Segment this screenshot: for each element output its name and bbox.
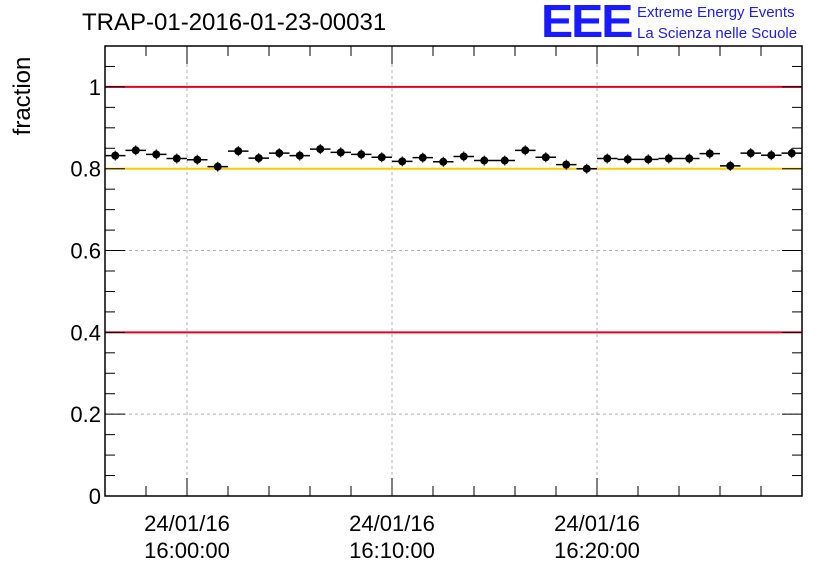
data-point	[412, 152, 433, 163]
axis-labels: 00.20.40.60.8124/01/1616:00:0024/01/1616…	[70, 75, 639, 563]
data-points	[105, 144, 802, 174]
data-point-marker	[603, 154, 612, 163]
data-point-marker	[193, 155, 202, 164]
data-point	[617, 154, 638, 165]
data-point	[207, 161, 228, 172]
data-point-marker	[582, 164, 591, 173]
data-point-marker	[111, 151, 120, 160]
y-tick-label: 0	[89, 484, 101, 509]
data-point	[330, 147, 351, 158]
data-point	[638, 154, 659, 165]
data-point-marker	[746, 149, 755, 158]
data-point-marker	[685, 154, 694, 163]
data-point	[310, 144, 331, 155]
data-point-marker	[398, 157, 407, 166]
data-point	[679, 153, 700, 164]
data-point-marker	[664, 154, 673, 163]
logo-tagline-2: La Scienza nelle Scuole	[637, 25, 798, 42]
data-point	[535, 152, 556, 163]
chart-title: TRAP-01-2016-01-23-00031	[82, 9, 387, 36]
data-point	[392, 156, 413, 167]
data-point-marker	[459, 152, 468, 161]
data-point	[146, 149, 167, 160]
y-tick-label: 0.2	[70, 402, 101, 427]
x-tick-label-time: 16:20:00	[554, 538, 640, 563]
data-point-marker	[377, 153, 386, 162]
data-point	[781, 148, 802, 159]
data-point	[371, 152, 392, 163]
axis-ticks	[104, 45, 803, 497]
y-axis-label: fraction	[9, 57, 36, 136]
data-point	[453, 151, 474, 162]
data-point-marker	[172, 154, 181, 163]
x-tick-label-date: 24/01/16	[349, 511, 435, 536]
y-tick-label: 0.6	[70, 239, 101, 264]
y-tick-label: 0.8	[70, 157, 101, 182]
data-point	[576, 163, 597, 174]
data-point-marker	[316, 145, 325, 154]
data-point	[740, 148, 761, 159]
data-point-marker	[234, 147, 243, 156]
data-point	[248, 153, 269, 164]
x-tick-label-date: 24/01/16	[554, 511, 640, 536]
data-point	[597, 153, 618, 164]
data-point-marker	[254, 154, 263, 163]
data-point	[761, 150, 782, 161]
x-tick-label-time: 16:10:00	[349, 538, 435, 563]
data-point-marker	[357, 150, 366, 159]
data-point-marker	[705, 149, 714, 158]
eee-logo-mark: EEE	[541, 0, 633, 47]
data-point	[515, 145, 536, 156]
data-point-marker	[275, 149, 284, 158]
eee-logo: EEE Extreme Energy Events La Scienza nel…	[541, 0, 831, 47]
data-point-marker	[767, 151, 776, 160]
data-point	[474, 155, 495, 166]
x-tick-label-date: 24/01/16	[144, 511, 230, 536]
data-point-marker	[480, 156, 489, 165]
data-point	[289, 150, 310, 161]
y-tick-label: 1	[89, 75, 101, 100]
logo-tagline-1: Extreme Energy Events	[637, 4, 795, 21]
data-point	[556, 159, 577, 170]
data-point	[720, 160, 741, 171]
data-point-marker	[644, 155, 653, 164]
data-point	[269, 148, 290, 159]
data-point	[699, 148, 720, 159]
data-point	[433, 156, 454, 167]
data-point	[494, 155, 515, 166]
data-point-marker	[439, 157, 448, 166]
data-point-marker	[623, 155, 632, 164]
data-point	[187, 154, 208, 165]
data-point	[166, 153, 187, 164]
data-point-marker	[336, 148, 345, 157]
data-point-marker	[562, 160, 571, 169]
x-tick-label-time: 16:00:00	[144, 538, 230, 563]
data-point	[105, 150, 126, 161]
y-tick-label: 0.4	[70, 320, 101, 345]
data-point-marker	[726, 161, 735, 170]
data-point	[125, 145, 146, 156]
data-point-marker	[541, 153, 550, 162]
data-point-marker	[131, 146, 140, 155]
data-point-marker	[418, 153, 427, 162]
data-point-marker	[295, 151, 304, 160]
data-point-marker	[500, 156, 509, 165]
data-point	[351, 149, 372, 160]
data-point-marker	[213, 162, 222, 171]
data-point	[658, 153, 679, 164]
data-point-marker	[152, 150, 161, 159]
data-point	[228, 146, 249, 157]
data-point-marker	[787, 149, 796, 158]
data-point-marker	[521, 146, 530, 155]
